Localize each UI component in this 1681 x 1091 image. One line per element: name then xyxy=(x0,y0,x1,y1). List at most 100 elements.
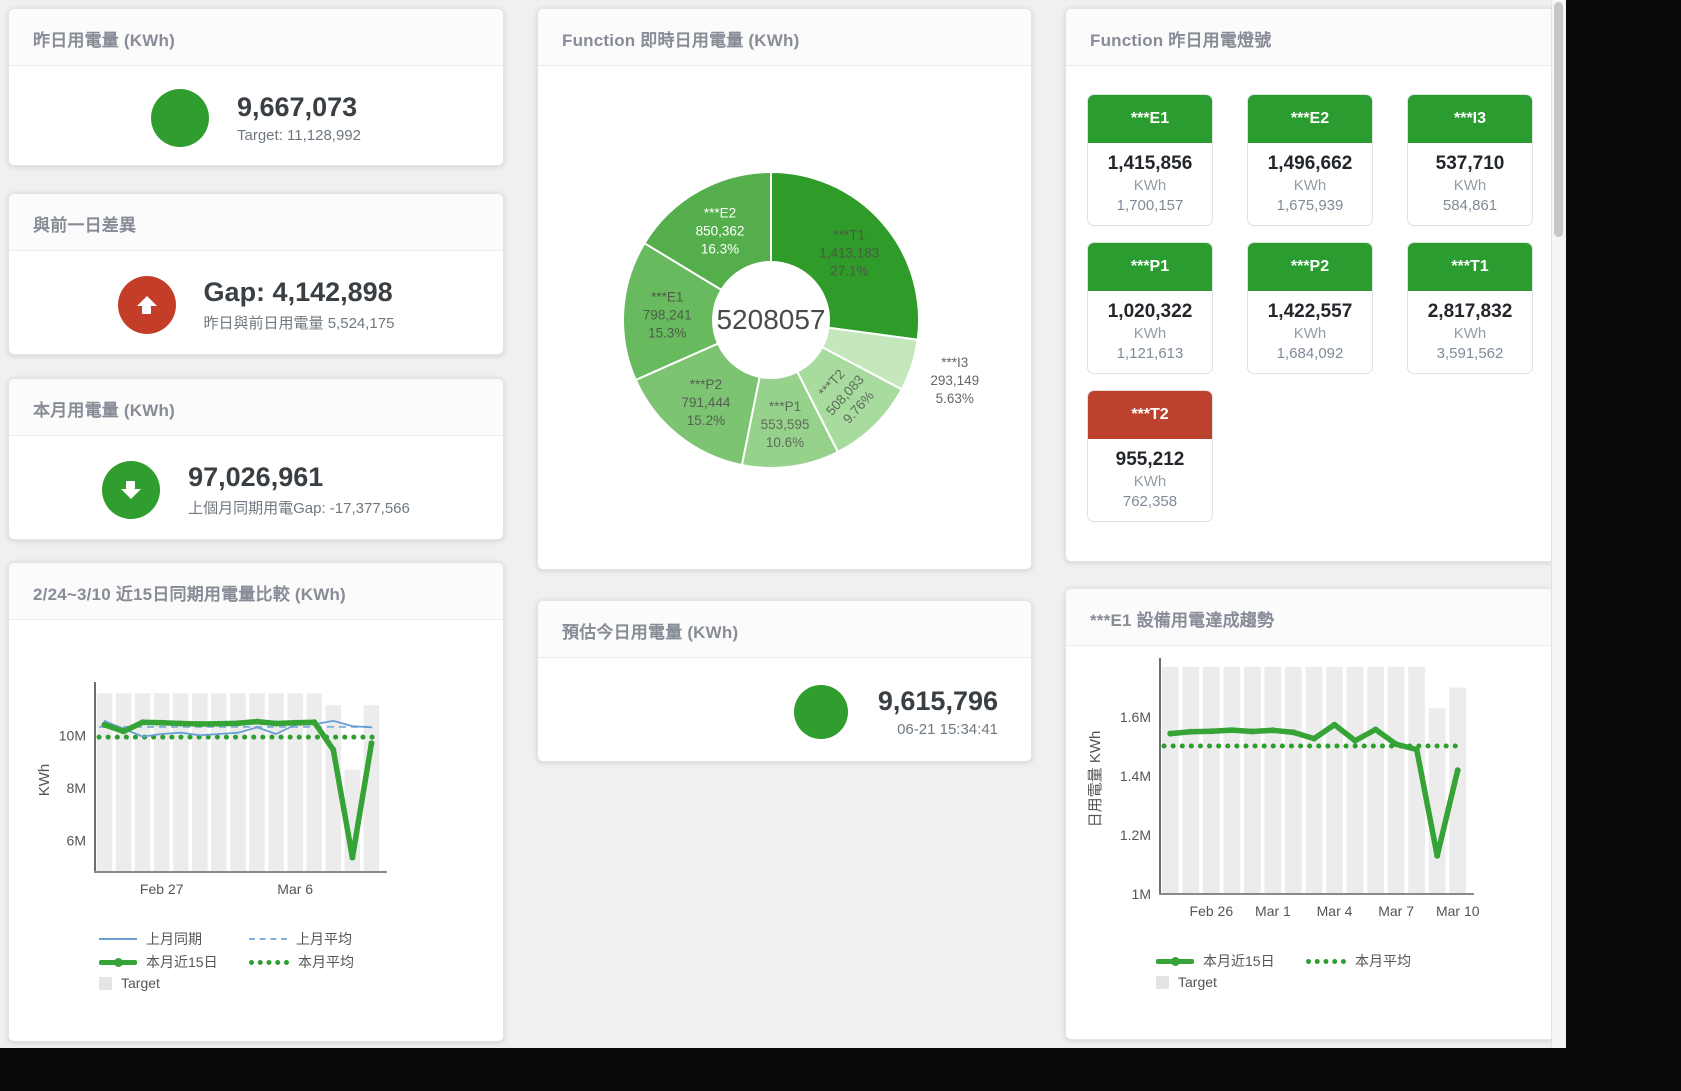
comparison-chart-legend: 上月同期 上月平均本月近15日 本月平均 Target xyxy=(9,929,503,991)
target-bar xyxy=(1428,708,1446,894)
series-point xyxy=(215,720,222,727)
legend-swatch-icon xyxy=(1156,975,1169,989)
legend-label: 本月平均 xyxy=(298,954,354,970)
kpi-text: Gap: 4,142,898 昨日與前日用電量 5,524,175 xyxy=(204,277,395,332)
light-tile-T1[interactable]: ***T1 2,817,832 KWh 3,591,562 xyxy=(1407,242,1533,374)
realtime-donut-svg: ***T1 1,413,183 27.1%***I3 293,149 5.63%***T… xyxy=(622,170,979,469)
tile-status-header: ***E1 xyxy=(1088,95,1212,143)
light-tile-E1[interactable]: ***E1 1,415,856 KWh 1,700,157 xyxy=(1087,94,1213,226)
kpi-body: 9,667,073 Target: 11,128,992 xyxy=(9,66,503,165)
legend-item[interactable]: Target xyxy=(1156,974,1306,990)
legend-row: Target xyxy=(9,975,503,991)
status-circle-icon xyxy=(151,89,209,147)
light-tile-T2[interactable]: ***T2 955,212 KWh 762,358 xyxy=(1087,390,1213,522)
legend-item[interactable]: 上月平均 xyxy=(249,929,399,949)
donut-slice-E2[interactable] xyxy=(643,170,772,292)
trend-chart-legend: 本月近15日 本月平均 Target xyxy=(1066,951,1554,990)
series-point xyxy=(1413,746,1420,753)
tile-value: 1,496,662 xyxy=(1267,153,1353,174)
tile-status-header: ***T1 xyxy=(1408,243,1532,291)
tile-unit: KWh xyxy=(1293,325,1327,342)
dashboard-viewport: 昨日用電量 (KWh) 9,667,073 Target: 11,128,992… xyxy=(0,0,1555,1048)
legend-item[interactable]: Target xyxy=(99,975,249,991)
card-title: 2/24~3/10 近15日同期用電量比較 (KWh) xyxy=(9,563,503,620)
legend-item[interactable]: 上月同期 xyxy=(99,929,249,949)
series-point xyxy=(1454,767,1461,774)
donut-slice-T1[interactable] xyxy=(770,170,921,341)
legend-item[interactable]: 本月平均 xyxy=(249,952,399,972)
legend-item[interactable]: 本月平均 xyxy=(1306,951,1456,971)
legend-label: 上月平均 xyxy=(296,931,352,947)
target-bar xyxy=(1408,666,1425,894)
donut-slice-label: ***I3 293,149 5.63% xyxy=(930,355,979,406)
kpi-value: 97,026,961 xyxy=(188,462,324,493)
trend-chart: 1M 1.2M 1.4M 1.6M Feb 26 Mar 1 Mar 4 Mar 7 Mar 1… xyxy=(1066,646,1554,947)
card-title: 本月用電量 (KWh) xyxy=(9,379,503,436)
x-tick-label: Mar 6 xyxy=(277,881,313,897)
light-tile-P2[interactable]: ***P2 1,422,557 KWh 1,684,092 xyxy=(1247,242,1373,374)
series-point xyxy=(1352,737,1359,744)
legend-row: 上月同期 上月平均 xyxy=(9,929,503,949)
target-bar xyxy=(1285,666,1302,894)
kpi-subtitle: 上個月同期用電Gap: -17,377,566 xyxy=(188,499,410,517)
series-point xyxy=(1228,727,1235,734)
donut-slice-label: ***E2 850,362 16.3% xyxy=(696,205,745,256)
donut-slice-E1[interactable] xyxy=(622,241,723,382)
legend-label: 本月平均 xyxy=(1355,953,1411,969)
legend-label: 本月近15日 xyxy=(146,954,218,970)
kpi-body: Gap: 4,142,898 昨日與前日用電量 5,524,175 xyxy=(9,251,503,354)
target-bar xyxy=(268,693,284,872)
y-axis-label: 日用電量 KWh xyxy=(1087,731,1104,828)
target-bar xyxy=(173,693,189,872)
series-point xyxy=(196,721,203,727)
light-tile-I3[interactable]: ***I3 537,710 KWh 584,861 xyxy=(1407,94,1533,226)
legend-swatch-icon xyxy=(99,976,112,990)
legend-label: Target xyxy=(121,975,160,991)
y-tick-label: 1.4M xyxy=(1120,768,1151,784)
status-circle-icon xyxy=(793,685,848,739)
target-bar xyxy=(1449,687,1467,894)
tile-status-header: ***P1 xyxy=(1088,243,1212,291)
light-tile-P1[interactable]: ***P1 1,020,322 KWh 1,121,613 xyxy=(1087,242,1213,374)
donut-slice-P2[interactable] xyxy=(634,342,761,467)
vertical-scrollbar[interactable] xyxy=(1551,0,1566,1048)
card-realtime-donut: Function 即時日用電量 (KWh) ***T1 1,413,183 27.1… xyxy=(537,8,1032,570)
target-bar xyxy=(1305,666,1323,894)
y-tick-label: 1.6M xyxy=(1120,709,1151,725)
series-point xyxy=(368,740,375,747)
tile-target-value: 1,675,939 xyxy=(1276,197,1344,214)
series-point xyxy=(158,719,165,726)
target-bar xyxy=(1182,666,1200,894)
kpi-value: 9,615,796 xyxy=(877,686,998,717)
series-point xyxy=(1372,726,1379,733)
tile-target-value: 1,121,613 xyxy=(1116,345,1184,362)
donut-center-total: 5208057 xyxy=(716,304,825,335)
target-bar xyxy=(153,693,170,872)
y-tick-label: 1M xyxy=(1132,886,1151,902)
target-bar xyxy=(1367,666,1384,894)
card-title: Function 昨日用電燈號 xyxy=(1066,9,1554,66)
scrollbar-thumb[interactable] xyxy=(1554,2,1563,237)
legend-row: 本月近15日 本月平均 xyxy=(9,952,503,972)
y-tick-label: 1.2M xyxy=(1120,827,1151,843)
series-point xyxy=(1249,728,1256,735)
x-tick-label: Mar 1 xyxy=(1255,903,1291,919)
series-point xyxy=(349,854,356,861)
donut-slice-label: ***P1 553,595 10.6% xyxy=(761,399,810,450)
light-tile-E2[interactable]: ***E2 1,496,662 KWh 1,675,939 xyxy=(1247,94,1373,226)
down-arrow-icon xyxy=(102,461,161,519)
kpi-text: 97,026,961 上個月同期用電Gap: -17,377,566 xyxy=(188,462,410,517)
y-tick-label: 10M xyxy=(59,727,86,743)
card-e1-trend-chart: ***E1 設備用電達成趨勢 1M 1.2M 1.4M 1.6M Feb 26 Mar 1… xyxy=(1065,588,1555,1040)
target-bar xyxy=(1223,666,1241,894)
legend-item[interactable]: 本月近15日 xyxy=(99,952,249,972)
series-line xyxy=(103,720,373,738)
tile-target-value: 3,591,562 xyxy=(1436,345,1504,362)
tile-unit: KWh xyxy=(1453,325,1487,342)
target-bar xyxy=(211,693,227,872)
series-point xyxy=(292,719,299,726)
target-bar xyxy=(1264,666,1282,894)
y-axis-label: KWh xyxy=(36,764,53,797)
trend-host-svg: 1M 1.2M 1.4M 1.6M Feb 26 Mar 1 Mar 4 Mar 7 Mar 1… xyxy=(1087,658,1480,919)
legend-item[interactable]: 本月近15日 xyxy=(1156,951,1306,971)
